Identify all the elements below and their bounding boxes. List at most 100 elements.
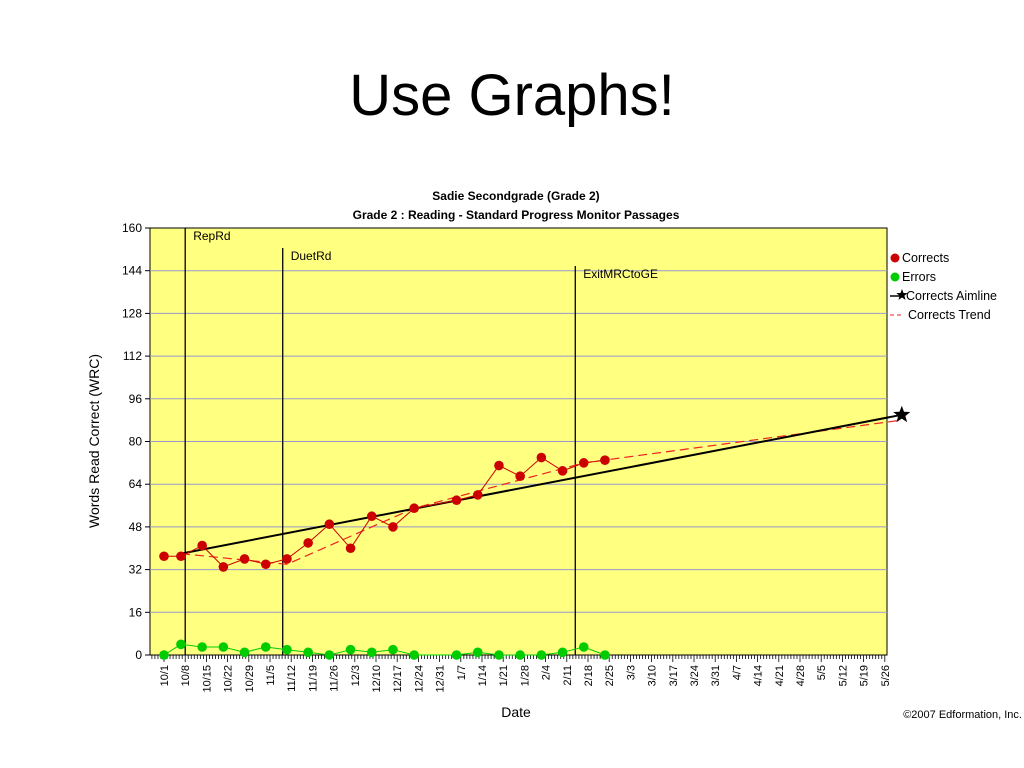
x-tick-label: 12/24: [413, 665, 425, 693]
aimline: [180, 413, 902, 555]
data-point: [218, 642, 229, 652]
x-tick-label: 4/7: [731, 665, 743, 680]
data-point: [578, 458, 589, 468]
x-tick-label: 12/17: [392, 665, 404, 693]
x-tick-label: 4/28: [795, 665, 807, 686]
copyright-text: ©2007 Edformation, Inc.: [903, 709, 1022, 721]
x-tick-label: 1/7: [456, 665, 468, 680]
chart-title: Sadie Secondgrade (Grade 2): [432, 189, 599, 203]
legend-label: Corrects Trend: [908, 308, 991, 322]
data-point: [600, 455, 610, 465]
phase-label: RepRd: [193, 229, 230, 243]
x-tick-label: 3/3: [625, 665, 637, 680]
x-tick-label: 3/31: [710, 665, 722, 686]
x-tick-label: 10/22: [223, 665, 235, 693]
data-point: [472, 490, 483, 500]
data-point: [303, 538, 313, 548]
data-point: [218, 562, 229, 572]
x-tick-label: 5/5: [816, 665, 828, 680]
data-point: [324, 650, 335, 660]
chart-subtitle: Grade 2 : Reading - Standard Progress Mo…: [353, 208, 680, 222]
x-tick-label: 1/21: [498, 665, 510, 686]
x-tick-label: 10/29: [244, 665, 256, 693]
x-tick-label: 10/8: [180, 665, 192, 686]
data-point: [409, 650, 419, 660]
data-point: [388, 522, 398, 532]
data-point: [176, 551, 186, 562]
x-tick-label: 2/11: [562, 665, 574, 686]
x-tick-label: 11/12: [286, 665, 298, 692]
data-point: [557, 647, 568, 658]
data-point: [260, 559, 271, 570]
data-point: [600, 650, 610, 660]
phase-label: ExitMRCtoGE: [583, 267, 658, 281]
data-point: [345, 543, 356, 554]
data-point: [578, 642, 589, 652]
data-point: [239, 647, 250, 658]
legend-label: Corrects: [902, 251, 949, 265]
x-tick-label: 3/17: [668, 665, 680, 686]
data-point: [345, 644, 356, 655]
data-point: [472, 647, 483, 658]
grid-lines: [150, 270, 887, 613]
x-tick-label: 11/19: [307, 665, 319, 692]
y-tick-label: 48: [129, 520, 143, 534]
data-point: [451, 495, 462, 506]
slide-title: Use Graphs!: [349, 63, 675, 128]
data-point: [282, 554, 292, 564]
x-tick-label: 5/12: [837, 665, 849, 686]
phase-change-lines: RepRd DuetRd ExitMRCtoGE: [184, 228, 658, 655]
x-tick-label: 12/3: [350, 665, 362, 686]
y-tick-label: 64: [129, 477, 143, 491]
legend-star: [896, 289, 908, 300]
data-point: [557, 466, 568, 476]
y-tick-label: 112: [123, 349, 142, 363]
x-axis-label: Date: [501, 704, 531, 720]
y-tick-label: 80: [129, 435, 143, 449]
x-tick-label: 12/31: [435, 665, 447, 693]
data-point: [197, 540, 207, 551]
data-point: [324, 519, 335, 530]
data-point: [536, 650, 547, 660]
y-tick-label: 144: [122, 264, 142, 278]
data-point: [260, 642, 271, 652]
data-point: [515, 471, 525, 481]
data-point: [515, 650, 525, 660]
data-point: [176, 639, 186, 650]
x-tick-label: 10/15: [201, 665, 213, 693]
series-layer: [159, 405, 911, 660]
y-axis-label: Words Read Correct (WRC): [86, 354, 102, 528]
x-tick-label: 2/18: [583, 665, 595, 686]
x-tick-label: 1/14: [477, 665, 489, 686]
series-corrects-aimline: [180, 405, 911, 555]
x-tick-label: 3/24: [689, 665, 701, 686]
x-axis: 10/1 10/8 10/15 10/22 10/29 11/5 11/12 11/19 11/…: [151, 655, 892, 693]
legend-label: Corrects Aimline: [906, 289, 997, 303]
legend-marker: [890, 272, 900, 282]
x-tick-label: 2/4: [541, 665, 553, 680]
aimline-star: [893, 405, 911, 423]
data-point: [451, 650, 462, 660]
data-point: [366, 511, 377, 522]
data-point: [159, 650, 169, 660]
y-tick-label: 32: [129, 563, 143, 577]
x-tick-label: 4/21: [774, 665, 786, 686]
x-tick-label: 4/14: [753, 665, 765, 686]
x-tick-label: 11/5: [265, 665, 277, 686]
y-tick-label: 128: [122, 306, 142, 320]
legend-label: Errors: [902, 270, 936, 284]
data-point: [494, 460, 504, 471]
data-point: [388, 644, 398, 655]
x-tick-label: 2/25: [604, 665, 616, 686]
legend: Corrects Errors Corrects Aimline Corrects T…: [890, 251, 997, 322]
x-tick-label: 3/10: [647, 665, 659, 686]
phase-label: DuetRd: [291, 249, 332, 263]
data-point: [409, 503, 419, 514]
x-tick-label: 5/19: [859, 665, 871, 686]
data-point: [282, 644, 292, 655]
y-tick-label: 16: [129, 605, 143, 619]
data-point: [239, 554, 250, 564]
series-errors: [159, 639, 610, 660]
data-point: [494, 650, 504, 660]
